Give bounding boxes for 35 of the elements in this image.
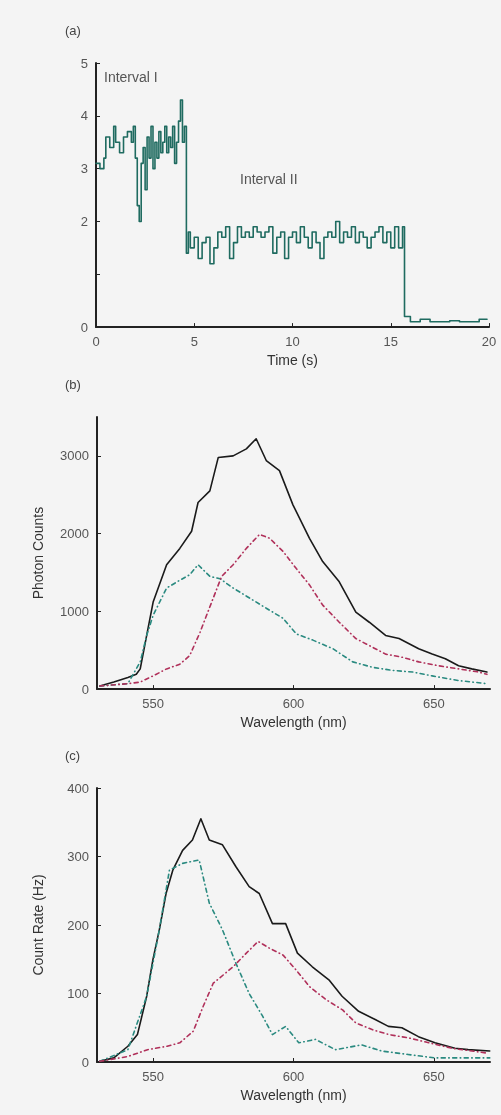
y-tick-label: 3000 (60, 448, 89, 464)
y-tick-label: 0 (81, 1054, 89, 1070)
y-axis-title: Count Rate (Hz) (30, 874, 46, 976)
x-tick-label: 20 (481, 334, 497, 350)
x-tick-label: 600 (282, 696, 305, 712)
y-tick-label: 300 (67, 849, 89, 864)
chart-title: (b) (65, 377, 81, 392)
x-axis-title: Time (s) (267, 352, 318, 368)
x-axis-title: Wavelength (nm) (240, 714, 347, 730)
y-tick-label: 1000 (60, 603, 89, 619)
y-tick-label: 0 (80, 319, 88, 335)
x-tick-label: 0 (92, 334, 100, 350)
y-tick-label: 100 (67, 986, 89, 1001)
chart-title: (a) (65, 23, 81, 38)
y-tick-label: 2000 (60, 526, 89, 542)
chart-title: (c) (65, 748, 81, 763)
x-tick-label: 550 (142, 696, 164, 712)
x-tick-label: 10 (285, 334, 300, 350)
y-tick-label: 5 (80, 55, 88, 71)
y-tick-label: 200 (67, 917, 89, 933)
x-tick-label: 15 (383, 334, 398, 350)
annotation: Interval II (240, 171, 298, 187)
x-tick-label: 5 (190, 334, 198, 350)
x-tick-label: 550 (142, 1069, 164, 1084)
x-tick-label: 600 (282, 1069, 305, 1084)
x-tick-label: 650 (423, 1069, 445, 1084)
y-axis-title: Photon Counts (30, 506, 46, 600)
x-axis-title: Wavelength (nm) (240, 1086, 347, 1103)
y-tick-label: 400 (67, 780, 89, 796)
annotation: Interval I (104, 69, 158, 85)
y-tick-label: 2 (80, 213, 88, 229)
x-tick-label: 650 (423, 696, 445, 712)
y-tick-label: 3 (80, 161, 88, 177)
y-tick-label: 0 (81, 681, 89, 697)
y-tick-label: 4 (80, 108, 88, 124)
